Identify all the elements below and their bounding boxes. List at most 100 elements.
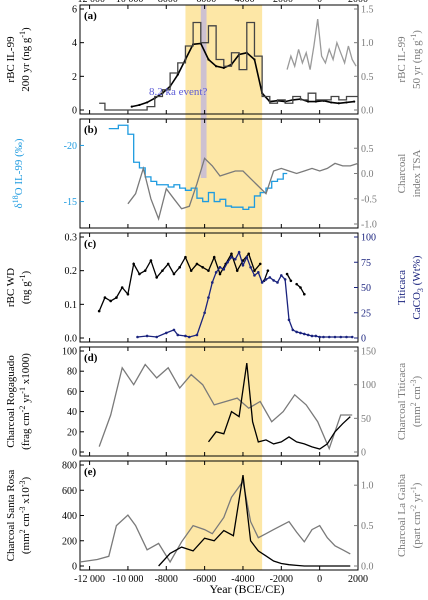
data-point-2-0-2 [109,299,112,303]
data-point-0-0-0 [130,105,133,108]
data-point-2-4-6 [184,334,187,338]
data-point-2-4-43 [339,335,343,339]
panels: (a)-12 000-10 000-8000-6000-4000-2000020… [5,0,425,585]
data-point-2-4-21 [249,266,252,269]
series-line-1-0 [108,124,288,211]
right-axis-label-line2: 50 yr (ng g-1) [409,30,423,89]
data-point-0-0-2 [146,101,149,104]
data-point-2-0-17 [195,262,199,266]
data-point-2-4-1 [145,334,149,338]
left-tick-label: 200 [62,536,77,547]
left-tick-label: -15 [64,197,77,208]
data-point-2-4-34 [299,331,302,335]
right-axis-label-line2: CaCO3 (Wt%) [411,255,425,320]
data-point-0-0-1 [138,103,141,107]
right-tick-label: 0 [361,334,366,345]
data-point-2-4-33 [295,330,298,334]
data-point-2-2-0 [285,272,289,276]
x-axis-label: Year (BCE/CE) [209,582,284,596]
x-tick-label-top: -6000 [193,0,216,5]
data-point-2-4-23 [257,271,260,274]
x-tick-label: 2000 [348,574,368,585]
x-tick-label: -12 000 [74,574,105,585]
data-point-2-0-3 [115,296,118,299]
data-point-2-3-2 [303,292,306,296]
x-tick-label: -6000 [193,574,216,585]
x-tick-label: -8000 [155,574,178,585]
right-axis-label-line2: (part cm-2 yr-1) [409,482,423,548]
left-tick-label: -20 [64,141,77,152]
event-8-2ka-band [200,5,207,178]
right-tick-label: 0.0 [361,169,374,180]
right-axis-label: Charcoal La Gaiba [396,474,408,557]
data-point-0-0-16 [253,58,256,61]
data-point-2-0-19 [207,269,210,272]
left-tick-label: 4 [72,38,77,49]
x-tick-label-top: -8000 [155,0,178,5]
left-tick-label: 2 [72,72,77,83]
data-point-0-0-10 [207,58,210,61]
data-point-2-4-16 [230,255,233,259]
panel-label: (c) [84,238,97,250]
data-point-2-4-9 [203,311,206,315]
left-tick-label: 0 [72,562,77,573]
data-point-2-0-10 [155,276,158,279]
event-label: 8.2 ka event? [149,86,207,98]
series-line-0-2 [286,19,357,70]
data-point-0-0-26 [330,101,333,104]
series-line-0-0 [131,42,355,108]
data-point-2-0-7 [138,272,141,276]
data-point-2-0-28 [258,262,262,266]
left-tick-label: 100 [62,347,77,358]
data-point-2-4-4 [172,328,176,332]
left-tick-label: 400 [62,511,77,522]
right-tick-label: 0.0 [361,562,374,573]
panel-label: (d) [84,352,98,364]
data-point-2-4-7 [187,335,191,339]
left-axis-label: Charcoal Santa Rosa [5,470,17,562]
data-point-2-4-38 [314,334,318,338]
data-point-2-1-1 [266,269,270,272]
data-point-2-4-18 [237,250,241,254]
data-point-2-0-0 [97,309,101,313]
x-tick-label: -10 000 [113,574,144,585]
right-tick-label: 0.5 [361,521,374,532]
left-tick-label: 600 [62,486,77,497]
left-axis-label-line2: (frag cm-2 yr-1 x1000) [18,353,32,450]
data-point-0-0-29 [353,100,356,103]
data-point-2-4-15 [226,260,229,264]
right-tick-label: 0.0 [361,106,374,117]
x-tick-label: -4000 [231,574,254,585]
right-tick-label: 50 [361,414,371,425]
x-tick-label-top: -10 000 [113,0,144,5]
right-axis-label: Charcoal [396,154,408,194]
data-point-2-4-45 [350,335,354,339]
series-line-2-3 [296,283,305,295]
data-point-2-4-10 [207,296,210,299]
data-point-2-4-31 [287,318,291,322]
data-point-2-4-41 [327,335,331,339]
data-point-2-4-13 [218,266,222,269]
series-line-1-1 [127,157,359,222]
panel-frame [79,4,359,115]
data-point-2-0-8 [143,269,147,272]
series-line-2-4 [137,250,353,338]
panel-d: (d) 0 20 40 60 80 100 0 50 100 150 Charcoal Rogagua… [5,346,423,459]
x-tick-label-top: -4000 [231,0,254,5]
right-tick-label: 100 [361,380,376,391]
data-point-2-4-42 [333,335,337,339]
series-line-3-0 [98,363,353,451]
data-point-2-0-18 [201,266,205,269]
data-point-2-4-19 [241,263,245,267]
right-tick-label: -0.5 [361,194,377,205]
data-point-2-4-27 [272,279,275,282]
data-point-2-4-5 [176,333,180,337]
data-point-2-4-39 [318,335,321,339]
data-point-2-4-14 [222,268,226,271]
right-tick-label: 1.5 [361,5,374,16]
data-point-0-0-11 [215,65,218,68]
data-point-2-4-20 [245,255,249,259]
data-point-2-4-28 [276,281,279,284]
data-point-2-4-29 [280,274,283,277]
